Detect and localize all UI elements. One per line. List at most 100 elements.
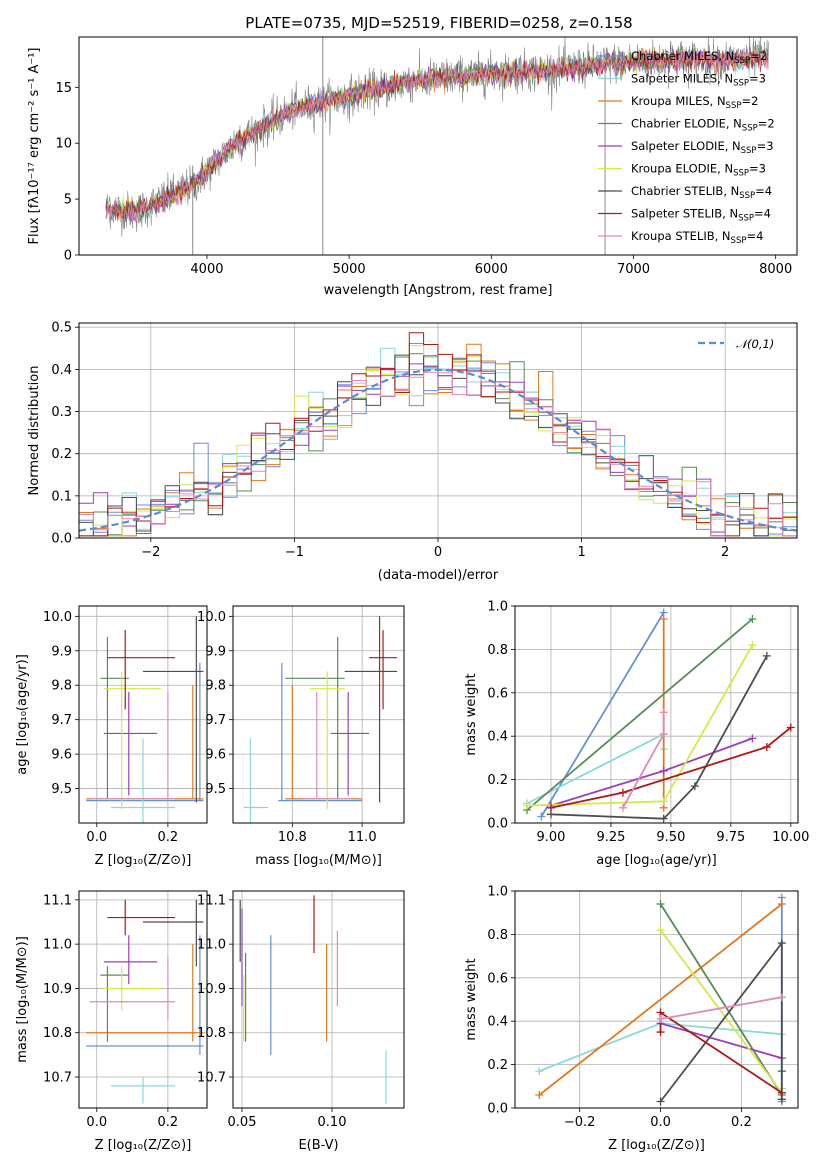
panel-mass-vs-ebv: 0.05 0.10 10.7 10.8 10.9 11.0 11.1 E(B-V) [197, 890, 405, 1153]
x-tick-label: 0 [434, 545, 442, 560]
y-tick-label: 0.8 [487, 928, 508, 943]
y-tick-label: 0.0 [51, 532, 72, 547]
errorbar-kroupa-elodie [309, 671, 345, 810]
legend-count: =4 [755, 184, 772, 198]
errorbar-chabrier-elodie [100, 637, 129, 799]
weight-marker [659, 766, 668, 775]
weight-marker [659, 708, 668, 717]
y-tick-label: 10.7 [197, 1071, 226, 1086]
legend-subscript: SSP [741, 146, 757, 156]
legend-entry: Chabrier ELODIE, NSSP=2 [631, 117, 775, 134]
plot-area-mass-vs-Z [79, 891, 207, 1108]
errorbar-kroupa-miles [86, 944, 204, 1042]
weight-line-salpeter-stelib [550, 726, 792, 809]
legend-label: Chabrier MILES, N [631, 49, 734, 63]
errorbar-salpeter-stelib [107, 630, 175, 710]
x-tick-label: 0.2 [158, 830, 179, 845]
y-tick-label: 0.5 [51, 321, 72, 336]
weight-marker [537, 812, 546, 821]
weight-marker [656, 900, 665, 909]
y-tick-label: 0.2 [487, 773, 508, 788]
weight-marker [748, 641, 757, 650]
legend-label: Salpeter MILES, N [631, 72, 733, 86]
errorbar-salpeter-miles [111, 1077, 175, 1104]
errorbar-kroupa-stelib [89, 957, 175, 1020]
x-axis-label: Z [log₁₀(Z/Z⊙)] [95, 853, 192, 868]
errorbar-kroupa-miles [86, 685, 204, 800]
y-tick-label: 0.6 [487, 971, 508, 986]
y-axis-label: Flux [fλ10⁻¹⁷ erg cm⁻² s⁻¹ A⁻¹] [27, 48, 42, 245]
x-tick-label: 4000 [190, 262, 223, 277]
y-tick-label: 10.7 [43, 1071, 72, 1086]
weight-marker [618, 803, 627, 812]
panel-weight-vs-Z: −0.2 0.0 0.2 0.0 0.2 0.4 0.6 0.8 1.0 Z [log₁₀(Z/Z… [464, 885, 799, 1153]
errorbar-chabrier-elodie [285, 637, 345, 799]
weight-line-salpeter-elodie [660, 1022, 783, 1059]
legend-label: Kroupa MILES, N [631, 94, 726, 108]
legend-subscript: SSP [734, 56, 750, 66]
weight-line-chabrier-miles [540, 612, 665, 817]
x-tick-label: 0.10 [318, 1115, 347, 1130]
y-tick-label: 0.0 [487, 1102, 508, 1117]
y-tick-label: 0.3 [51, 405, 72, 420]
plot-area-age-vs-Z [79, 606, 207, 823]
x-tick-label: 2 [721, 545, 729, 560]
y-tick-label: 10.8 [43, 1026, 72, 1041]
model-line-kroupa-stelib [105, 48, 769, 223]
y-axis-label: mass weight [464, 958, 479, 1040]
y-tick-label: 9.9 [51, 644, 72, 659]
y-tick-label: 9.8 [51, 679, 72, 694]
x-tick-label: 0.0 [86, 830, 107, 845]
x-tick-label: 0.05 [228, 1115, 257, 1130]
errorbar-chabrier-stelib [143, 616, 204, 803]
y-tick-label: 5 [64, 193, 72, 208]
legend-entry: Kroupa STELIB, NSSP=4 [631, 229, 763, 246]
weight-marker [535, 1067, 544, 1076]
legend-count: =2 [750, 49, 767, 63]
weight-line-chabrier-elodie [659, 903, 783, 1096]
x-tick-label: 0.2 [731, 1115, 752, 1130]
errorbar-chabrier-stelib [143, 899, 204, 967]
y-tick-label: 0 [64, 249, 72, 264]
histogram-kroupa-stelib [79, 371, 797, 537]
axes-frame [514, 605, 799, 824]
weight-marker [659, 615, 668, 624]
y-tick-label: 0.2 [51, 447, 72, 462]
x-tick-label: 10.00 [772, 830, 809, 845]
x-axis-label: Z [log₁₀(Z/Z⊙)] [95, 1138, 192, 1153]
y-tick-label: 15 [55, 81, 72, 96]
weight-line-kroupa-stelib [660, 996, 782, 1020]
legend-subscript: SSP [733, 79, 749, 89]
weight-marker [618, 788, 627, 797]
legend-label: Salpeter ELODIE, N [631, 139, 741, 153]
plot-area-age-vs-mass [233, 606, 404, 823]
x-tick-label: 9.75 [716, 830, 745, 845]
weight-marker [546, 803, 555, 812]
legend-label: Chabrier ELODIE, N [631, 117, 742, 131]
y-axis-label: mass [log₁₀(M/M⊙)] [15, 936, 30, 1063]
figure-title: PLATE=0735, MJD=52519, FIBERID=0258, z=0… [245, 14, 632, 32]
legend-count: =4 [746, 229, 763, 243]
weight-marker [659, 797, 668, 806]
y-tick-label: 9.6 [51, 748, 72, 763]
plot-area-mass-vs-ebv [233, 891, 404, 1108]
y-tick-label: 0.6 [487, 686, 508, 701]
legend-subscript: SSP [726, 101, 742, 111]
panel-residuals: −2 −1 0 1 2 0.0 0.1 0.2 0.3 0.4 0.5 (data-model)/er… [27, 321, 798, 583]
legend-entry: Salpeter STELIB, NSSP=4 [631, 207, 771, 224]
errorbar-chabrier-miles [278, 662, 363, 802]
y-tick-label: 10.9 [43, 982, 72, 997]
errorbar-chabrier-miles [86, 935, 204, 1055]
y-tick-label: 9.7 [205, 713, 226, 728]
x-tick-label: 0.2 [158, 1115, 179, 1130]
legend-label: Chabrier STELIB, N [631, 184, 739, 198]
panel-weight-vs-age: 9.00 9.25 9.50 9.75 10.00 0.0 0.2 0.4 0.6 0.8 1.0 a… [464, 600, 809, 869]
legend-count: =3 [749, 72, 766, 86]
y-axis-label: mass weight [464, 673, 479, 755]
x-axis-label: age [log₁₀(age/yr)] [596, 853, 717, 868]
x-axis-label: E(B-V) [298, 1138, 338, 1153]
legend-entry: Kroupa MILES, NSSP=2 [631, 94, 758, 111]
y-tick-label: 9.7 [51, 713, 72, 728]
